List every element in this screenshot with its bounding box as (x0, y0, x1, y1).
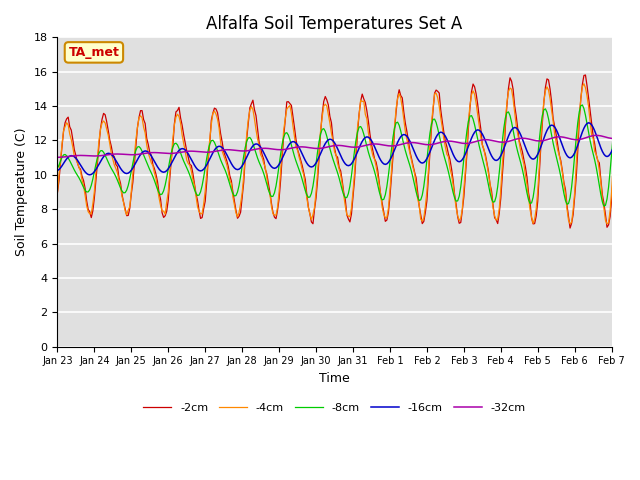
Text: TA_met: TA_met (68, 46, 120, 59)
Y-axis label: Soil Temperature (C): Soil Temperature (C) (15, 128, 28, 256)
-16cm (86, 172, 93, 178)
-32cm (67, 153, 75, 159)
-16cm (466, 139, 474, 145)
Line: -16cm: -16cm (58, 120, 640, 175)
-16cm (108, 152, 115, 157)
-16cm (367, 138, 375, 144)
-8cm (446, 176, 454, 181)
-16cm (447, 148, 455, 154)
Line: -8cm: -8cm (58, 101, 640, 206)
-32cm (366, 142, 374, 147)
-2cm (297, 157, 305, 163)
Line: -4cm: -4cm (58, 78, 640, 224)
-16cm (54, 168, 61, 173)
-4cm (465, 119, 472, 124)
-2cm (54, 190, 61, 196)
Title: Alfalfa Soil Temperatures Set A: Alfalfa Soil Temperatures Set A (206, 15, 463, 33)
-4cm (297, 160, 305, 166)
-32cm (446, 138, 454, 144)
-8cm (465, 119, 472, 124)
-8cm (54, 165, 61, 171)
-4cm (106, 141, 113, 146)
-8cm (637, 204, 640, 209)
-4cm (446, 166, 454, 171)
-32cm (54, 155, 61, 160)
-8cm (297, 171, 305, 177)
-4cm (54, 190, 61, 195)
-2cm (366, 131, 374, 137)
-8cm (106, 163, 113, 168)
X-axis label: Time: Time (319, 372, 350, 385)
-32cm (465, 141, 472, 146)
-32cm (106, 152, 113, 157)
Legend: -2cm, -4cm, -8cm, -16cm, -32cm: -2cm, -4cm, -8cm, -16cm, -32cm (139, 399, 530, 418)
-4cm (366, 139, 374, 144)
-16cm (298, 151, 306, 157)
-2cm (106, 137, 113, 143)
-32cm (629, 131, 637, 137)
Line: -2cm: -2cm (58, 73, 640, 228)
-8cm (67, 161, 75, 167)
-32cm (297, 144, 305, 150)
-2cm (465, 124, 472, 130)
Line: -32cm: -32cm (58, 134, 640, 157)
-2cm (617, 71, 625, 76)
-4cm (617, 75, 625, 81)
-16cm (67, 153, 75, 158)
-8cm (616, 98, 623, 104)
-8cm (366, 155, 374, 160)
-2cm (67, 127, 75, 133)
-2cm (446, 157, 454, 163)
-4cm (67, 137, 75, 143)
-16cm (621, 118, 629, 123)
-2cm (566, 225, 574, 231)
